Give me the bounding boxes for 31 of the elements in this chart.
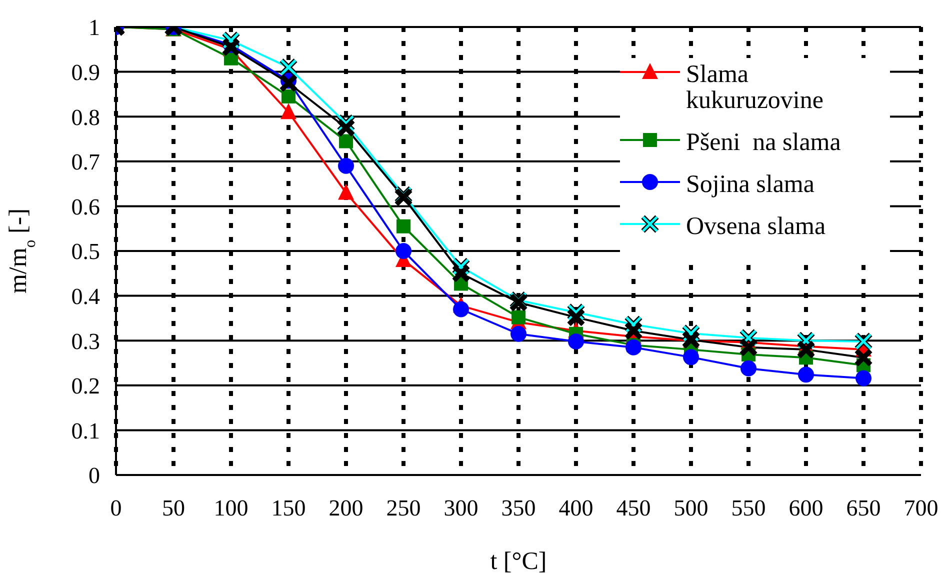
legend-label: Pšeni na slama: [686, 129, 841, 156]
y-tick-label: 0.2: [71, 374, 100, 399]
legend-label: Slama kukuruzovine: [686, 61, 824, 114]
x-tick-label: 100: [214, 495, 248, 520]
x-tick-label: 450: [616, 495, 651, 520]
y-tick-label: 0.8: [71, 104, 100, 130]
y-tick-label: 0.6: [71, 194, 100, 220]
x-tick-label: 500: [674, 495, 708, 520]
y-tick-label: 0: [88, 463, 100, 488]
x-tick-label: 50: [162, 495, 185, 520]
y-tick-label: 0.9: [71, 60, 100, 85]
x-tick-label: 0: [110, 495, 122, 520]
y-tick-label: 0.4: [71, 284, 100, 309]
x-tick-label: 200: [328, 495, 364, 520]
x-tick-label: 250: [386, 495, 421, 520]
y-tick-label: 0.5: [71, 239, 100, 264]
x-tick-label: 150: [271, 495, 306, 520]
y-tick-label: 1: [88, 15, 100, 40]
x-tick-label: 300: [444, 495, 478, 520]
y-tick-label: 0.1: [71, 418, 100, 444]
x-tick-label: 350: [501, 495, 536, 520]
legend-label: Sojina slama: [686, 171, 814, 198]
x-axis-title: t [°C]: [490, 548, 547, 573]
x-tick-label: 400: [558, 495, 594, 520]
y-tick-label: 0.7: [71, 150, 100, 175]
x-tick-label: 650: [846, 495, 881, 520]
x-tick-label: 600: [788, 495, 824, 520]
legend-label: Ovsena slama: [686, 213, 826, 240]
x-tick-label: 550: [731, 495, 766, 520]
y-tick-label: 0.3: [71, 328, 100, 354]
x-tick-label: 700: [904, 495, 938, 520]
